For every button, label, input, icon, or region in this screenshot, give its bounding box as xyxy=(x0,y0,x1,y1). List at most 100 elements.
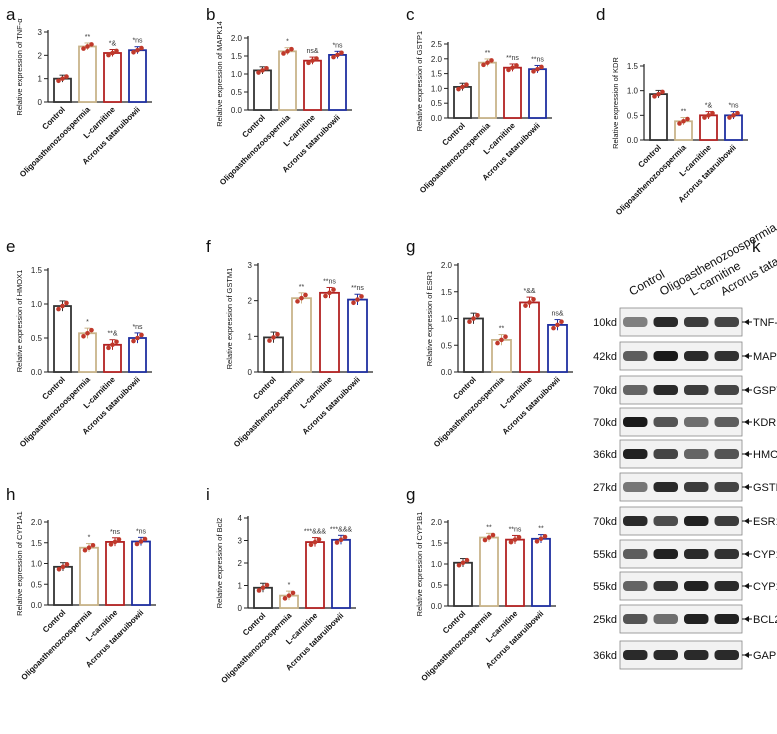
blot-band xyxy=(653,482,678,492)
bar xyxy=(128,49,147,103)
y-tick-label: 0.5 xyxy=(431,99,443,108)
data-point xyxy=(138,539,144,544)
data-point xyxy=(135,335,140,341)
y-tick-label: 2.0 xyxy=(431,55,443,64)
protein-label: TNF-α xyxy=(753,317,777,329)
significance-label: ns& xyxy=(306,48,318,55)
arrow-head-icon xyxy=(744,387,749,393)
significance-label: *ns xyxy=(132,324,143,331)
blot-band xyxy=(684,351,709,361)
blot-row: 42kd MAPK14 xyxy=(593,341,777,371)
blot-band xyxy=(714,449,739,459)
arrow-head-icon xyxy=(744,518,749,524)
significance-label: *& xyxy=(109,41,117,48)
data-point xyxy=(312,539,318,545)
blot-band xyxy=(623,581,648,591)
data-point xyxy=(481,62,486,68)
panel-letter: k xyxy=(752,237,761,256)
data-point xyxy=(555,322,560,328)
molecular-weight-label: 36kd xyxy=(593,650,617,662)
y-tick-label: 0 xyxy=(248,368,253,377)
data-point xyxy=(316,537,322,542)
arrow-head-icon xyxy=(744,583,749,589)
data-point xyxy=(56,567,62,572)
category-label: Acrorus tataruibowii xyxy=(501,375,562,436)
y-tick-label: 2.0 xyxy=(431,518,443,527)
y-tick-label: 0.5 xyxy=(31,580,43,589)
data-point xyxy=(264,65,269,71)
data-point xyxy=(539,64,544,70)
significance-label: *ns xyxy=(132,38,143,45)
bar xyxy=(503,66,522,119)
bar xyxy=(331,538,351,609)
category-label: Control xyxy=(451,375,477,401)
data-point xyxy=(495,340,500,346)
data-point xyxy=(542,533,548,539)
data-point xyxy=(308,542,314,548)
data-point xyxy=(114,339,119,345)
bar xyxy=(519,301,540,373)
significance-label: ** xyxy=(499,326,505,333)
data-point xyxy=(64,300,69,306)
data-point xyxy=(338,537,344,543)
data-point xyxy=(106,52,111,58)
data-point xyxy=(110,50,115,56)
y-tick-label: 1.0 xyxy=(441,315,453,324)
y-axis-label: Relative expression of KDR xyxy=(611,57,620,149)
y-tick-label: 1.5 xyxy=(31,539,43,548)
y-tick-label: 0.5 xyxy=(627,111,639,120)
bar xyxy=(79,546,99,606)
bar xyxy=(531,537,551,607)
y-tick-label: 2.5 xyxy=(431,40,443,49)
y-tick-label: 0.5 xyxy=(431,581,443,590)
y-tick-label: 3 xyxy=(248,261,253,270)
data-point xyxy=(559,319,564,325)
blot-band xyxy=(653,549,678,559)
data-point xyxy=(464,82,469,87)
data-point xyxy=(290,590,296,596)
blot-band xyxy=(653,650,678,660)
data-point xyxy=(82,547,88,553)
data-point xyxy=(89,327,94,333)
data-point xyxy=(56,78,61,84)
bar xyxy=(303,59,322,111)
data-point xyxy=(727,115,732,120)
bar xyxy=(78,45,97,103)
data-point xyxy=(335,52,340,58)
y-tick-label: 1.5 xyxy=(231,52,243,61)
significance-label: **ns xyxy=(323,278,336,285)
bar xyxy=(291,297,312,373)
y-tick-label: 0 xyxy=(38,98,43,107)
data-point xyxy=(464,557,470,563)
data-point xyxy=(112,539,118,545)
blot-band xyxy=(684,549,709,559)
data-point xyxy=(660,89,665,95)
data-point xyxy=(327,290,332,296)
data-point xyxy=(303,292,308,298)
panel-letter: g xyxy=(406,485,415,504)
y-tick-label: 0.0 xyxy=(627,136,639,145)
bar xyxy=(53,565,73,606)
molecular-weight-label: 25kd xyxy=(593,614,617,626)
data-point xyxy=(139,45,144,51)
data-point xyxy=(339,50,344,56)
blot-band xyxy=(623,317,648,327)
protein-label: GSTM1 xyxy=(753,482,777,494)
y-axis-label: Relative expression of CYP1A1 xyxy=(15,511,24,616)
data-point xyxy=(139,332,144,338)
chart-panel-5: f 0 1 2 3 Relative expression of GSTM1 Control… xyxy=(206,237,373,449)
y-tick-label: 0 xyxy=(238,604,243,613)
molecular-weight-label: 55kd xyxy=(593,549,617,561)
y-tick-label: 1 xyxy=(238,582,243,591)
molecular-weight-label: 36kd xyxy=(593,449,617,461)
data-point xyxy=(531,296,536,302)
bar xyxy=(305,541,325,609)
data-point xyxy=(516,534,522,540)
arrow-head-icon xyxy=(744,319,749,325)
category-label: Acrorus tataruibowii xyxy=(301,375,362,436)
molecular-weight-label: 10kd xyxy=(593,317,617,329)
y-tick-label: 4 xyxy=(238,514,243,523)
data-point xyxy=(527,300,532,305)
blot-band xyxy=(714,516,739,526)
